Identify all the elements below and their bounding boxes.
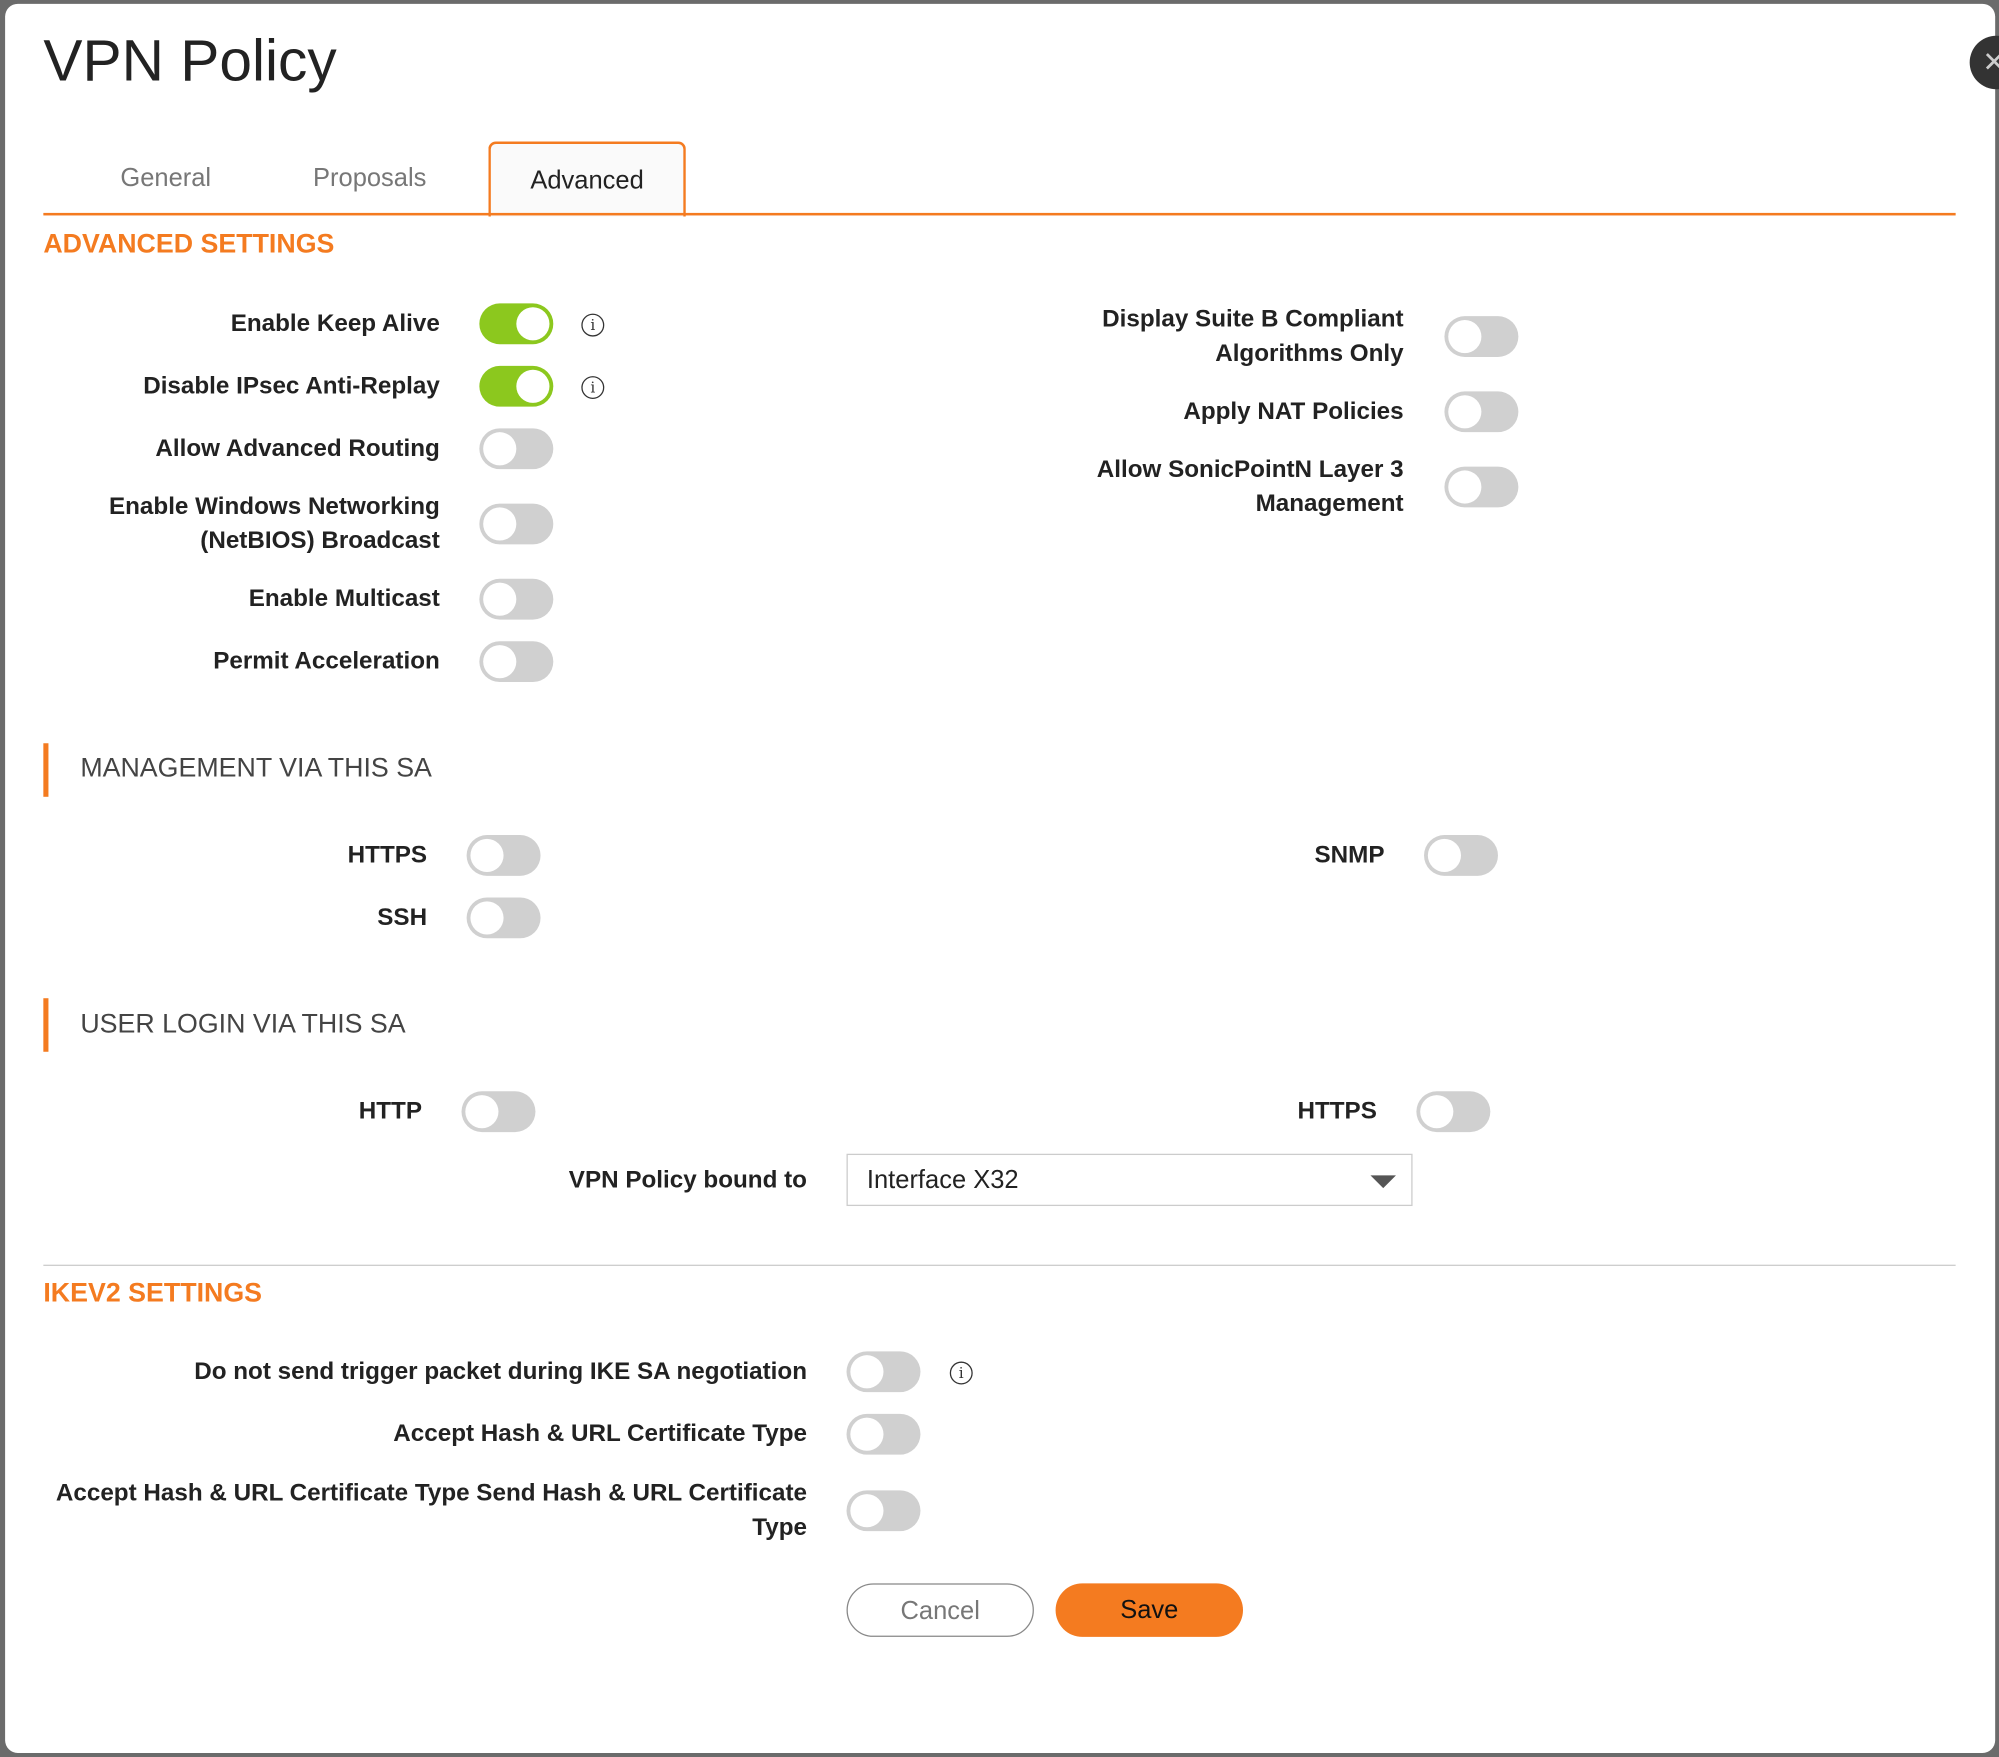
bound-to-value: Interface X32 — [866, 1166, 1019, 1195]
allow-advanced-routing-label: Allow Advanced Routing — [155, 435, 440, 463]
suite-b-label: Display Suite B Compliant Algorithms Onl… — [1102, 305, 1404, 368]
info-icon[interactable]: i — [581, 376, 605, 400]
tab-general[interactable]: General — [120, 164, 212, 193]
advanced-settings-heading: ADVANCED SETTINGS — [43, 229, 335, 259]
info-icon[interactable]: i — [581, 313, 605, 337]
mgmt-https-toggle[interactable] — [466, 835, 541, 876]
save-button[interactable]: Save — [1055, 1583, 1243, 1637]
accept-hash-label: Accept Hash & URL Certificate Type — [393, 1420, 807, 1448]
bound-to-label: VPN Policy bound to — [568, 1167, 807, 1194]
sonicpoint-toggle[interactable] — [1444, 466, 1519, 508]
trigger-packet-toggle[interactable] — [846, 1351, 921, 1393]
disable-anti-replay-label: Disable IPsec Anti-Replay — [143, 372, 440, 400]
enable-multicast-toggle[interactable] — [479, 578, 554, 620]
allow-advanced-routing-toggle[interactable] — [479, 428, 554, 470]
disable-anti-replay-toggle[interactable] — [479, 365, 554, 407]
bound-to-select[interactable]: Interface X32 — [846, 1153, 1413, 1207]
info-icon[interactable]: i — [949, 1361, 973, 1385]
vpn-policy-dialog — [5, 3, 1996, 1753]
permit-acceleration-toggle[interactable] — [479, 641, 554, 683]
suite-b-toggle[interactable] — [1444, 316, 1519, 357]
section-marker — [43, 998, 49, 1052]
enable-keep-alive-toggle[interactable] — [479, 303, 554, 345]
tab-proposals[interactable]: Proposals — [313, 164, 427, 193]
mgmt-ssh-label: SSH — [377, 904, 428, 932]
apply-nat-label: Apply NAT Policies — [1183, 398, 1404, 426]
divider — [43, 1264, 1956, 1266]
mgmt-ssh-toggle[interactable] — [466, 897, 541, 939]
send-hash-label: Accept Hash & URL Certificate Type Send … — [55, 1480, 807, 1542]
enable-keep-alive-label: Enable Keep Alive — [230, 310, 440, 338]
tab-underline — [43, 212, 1956, 216]
login-https-label: HTTPS — [1297, 1098, 1377, 1126]
trigger-packet-label: Do not send trigger packet during IKE SA… — [194, 1358, 807, 1386]
mgmt-snmp-label: SNMP — [1314, 842, 1385, 869]
enable-multicast-label: Enable Multicast — [248, 585, 440, 613]
section-marker — [43, 743, 49, 797]
accept-hash-toggle[interactable] — [846, 1413, 921, 1455]
user-login-heading: USER LOGIN VIA THIS SA — [80, 1009, 406, 1040]
ikev2-heading: IKEV2 SETTINGS — [43, 1278, 263, 1309]
netbios-broadcast-toggle[interactable] — [479, 503, 554, 545]
cancel-button[interactable]: Cancel — [846, 1583, 1034, 1637]
login-http-label: HTTP — [358, 1098, 422, 1126]
netbios-broadcast-label: Enable Windows Networking (NetBIOS) Broa… — [108, 493, 440, 555]
login-http-toggle[interactable] — [461, 1091, 536, 1133]
sonicpoint-label: Allow SonicPointN Layer 3 Management — [1096, 456, 1404, 518]
tab-advanced[interactable]: Advanced — [488, 141, 686, 217]
mgmt-snmp-toggle[interactable] — [1424, 835, 1498, 876]
send-hash-toggle[interactable] — [846, 1490, 921, 1532]
caret-down-icon — [1370, 1175, 1396, 1189]
management-heading: MANAGEMENT VIA THIS SA — [80, 753, 432, 783]
apply-nat-toggle[interactable] — [1444, 391, 1519, 433]
close-icon: ✕ — [1982, 46, 1999, 78]
page-title: VPN Policy — [43, 26, 337, 94]
permit-acceleration-label: Permit Acceleration — [213, 648, 440, 676]
mgmt-https-label: HTTPS — [347, 842, 428, 869]
login-https-toggle[interactable] — [1416, 1091, 1491, 1133]
